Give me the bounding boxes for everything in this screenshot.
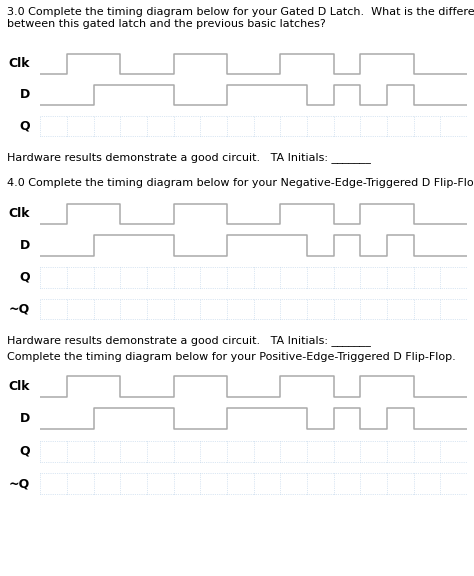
Text: ~Q: ~Q: [9, 302, 30, 316]
Text: Clk: Clk: [8, 57, 30, 70]
Text: Clk: Clk: [8, 207, 30, 221]
Text: Clk: Clk: [8, 380, 30, 393]
Text: ~Q: ~Q: [9, 478, 30, 490]
Text: D: D: [19, 89, 30, 101]
Text: Q: Q: [19, 445, 30, 458]
Text: 3.0 Complete the timing diagram below for your Gated D Latch.  What is the diffe: 3.0 Complete the timing diagram below fo…: [7, 7, 474, 29]
Text: 4.0 Complete the timing diagram below for your Negative-Edge-Triggered D Flip-Fl: 4.0 Complete the timing diagram below fo…: [7, 178, 474, 188]
Text: Q: Q: [19, 271, 30, 284]
Text: Hardware results demonstrate a good circuit.   TA Initials: _______: Hardware results demonstrate a good circ…: [7, 335, 371, 346]
Text: Q: Q: [19, 120, 30, 133]
Text: Hardware results demonstrate a good circuit.   TA Initials: _______: Hardware results demonstrate a good circ…: [7, 152, 371, 163]
Text: D: D: [19, 239, 30, 252]
Text: D: D: [19, 412, 30, 425]
Text: Complete the timing diagram below for your Positive-Edge-Triggered D Flip-Flop.: Complete the timing diagram below for yo…: [7, 352, 456, 362]
